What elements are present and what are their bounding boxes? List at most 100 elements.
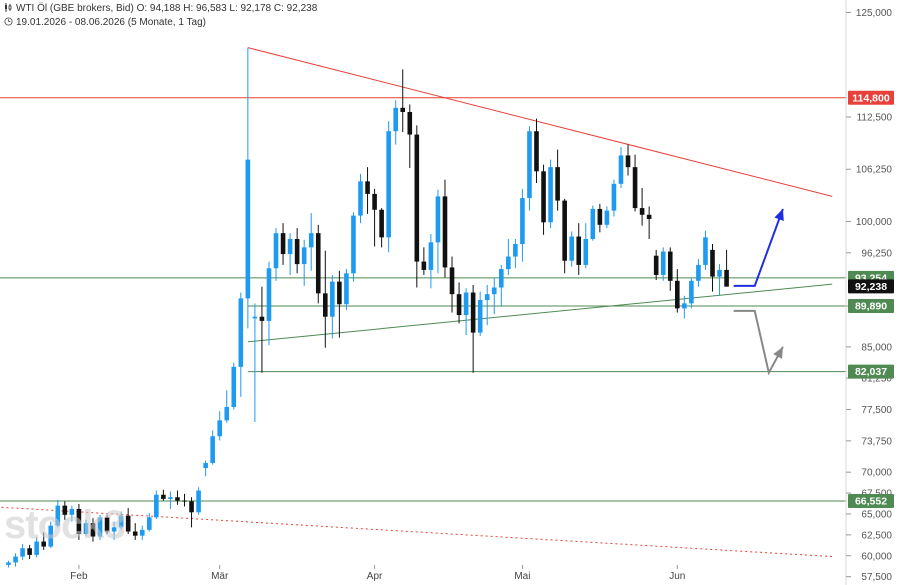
candle-body xyxy=(667,251,673,281)
candle xyxy=(231,362,237,410)
price-label: 82,037 xyxy=(848,364,894,379)
candle-body xyxy=(407,111,413,135)
candle xyxy=(724,249,729,287)
candle xyxy=(449,256,455,313)
candle-body xyxy=(111,527,117,532)
candle xyxy=(675,269,680,313)
candle xyxy=(689,278,694,309)
candle xyxy=(372,188,377,247)
candle xyxy=(365,167,370,214)
candle xyxy=(62,501,68,520)
candle xyxy=(696,259,701,287)
candle-body xyxy=(660,251,666,275)
candle-body xyxy=(435,196,441,243)
candle-body xyxy=(548,167,553,223)
price-label: 92,238 xyxy=(848,279,894,294)
candle-body xyxy=(400,107,406,112)
candle xyxy=(569,231,574,267)
candle-body xyxy=(449,267,455,295)
candle xyxy=(154,490,159,519)
candle xyxy=(513,239,518,269)
candle xyxy=(555,149,560,211)
candle-body xyxy=(456,294,462,316)
price-label-bg xyxy=(848,364,894,379)
candle xyxy=(287,233,293,275)
candle-body xyxy=(90,523,96,537)
candle xyxy=(435,189,441,274)
x-tick-label: Feb xyxy=(70,571,88,582)
candle xyxy=(41,532,46,550)
candle xyxy=(224,390,230,423)
candle xyxy=(27,544,32,560)
candle xyxy=(280,223,286,265)
candle-body xyxy=(48,525,54,547)
candle-body xyxy=(442,196,448,268)
candle-body xyxy=(625,155,631,168)
candle xyxy=(632,154,638,212)
y-tick-label: 70,000 xyxy=(861,468,892,479)
price-label-text: 114,800 xyxy=(852,92,890,104)
candle-body xyxy=(266,268,272,321)
candle-body xyxy=(6,562,11,565)
candle-body xyxy=(379,209,384,238)
candle xyxy=(97,514,103,540)
candle-body xyxy=(323,293,328,317)
candle-body xyxy=(196,490,201,513)
candle xyxy=(20,544,25,560)
candle-body xyxy=(69,508,75,515)
price-label: 66,552 xyxy=(848,493,894,508)
candle-body xyxy=(583,239,589,265)
candle-body xyxy=(527,131,532,199)
candle-body xyxy=(611,183,617,211)
y-tick-label: 125,000 xyxy=(856,8,893,19)
candle-body xyxy=(365,181,370,194)
candle-body xyxy=(463,292,469,316)
candle-body xyxy=(154,494,159,518)
candle xyxy=(611,179,617,217)
candle xyxy=(484,284,490,326)
candle-body xyxy=(555,167,560,201)
candle xyxy=(682,295,687,319)
candle-body xyxy=(76,508,82,535)
candle-body xyxy=(386,131,391,238)
y-tick-label: 65,000 xyxy=(861,509,892,520)
candle-body xyxy=(675,280,680,309)
candle xyxy=(337,270,342,338)
candle xyxy=(83,519,89,536)
candle xyxy=(13,553,18,567)
candle-body xyxy=(132,531,138,536)
candle-body xyxy=(315,233,321,294)
candle-body xyxy=(499,269,504,288)
candle-body xyxy=(724,269,729,287)
candle-body xyxy=(118,515,124,528)
candle xyxy=(308,213,314,271)
watermark-logo: stock3 xyxy=(4,503,126,547)
x-axis[interactable]: Feb Mär Apr Mai Jun xyxy=(70,565,685,582)
candle-body xyxy=(41,541,46,547)
candle xyxy=(301,239,307,286)
candle-body xyxy=(653,255,659,275)
candle-body xyxy=(477,300,483,333)
candle xyxy=(646,206,652,240)
candle xyxy=(6,560,11,568)
candle-body xyxy=(414,134,420,262)
candle-body xyxy=(330,281,335,317)
candle xyxy=(266,261,272,346)
candle-body xyxy=(273,233,279,269)
candle-body xyxy=(175,497,180,501)
candle xyxy=(703,230,708,270)
candle xyxy=(400,69,406,133)
candle-body xyxy=(717,269,722,277)
candle xyxy=(48,521,54,549)
candle xyxy=(548,159,553,229)
candle xyxy=(477,291,483,336)
candle xyxy=(245,47,251,329)
trendline-1 xyxy=(247,283,833,343)
candle xyxy=(139,525,145,540)
candle-body xyxy=(337,281,342,305)
candle-body xyxy=(97,517,103,537)
candle xyxy=(562,198,567,274)
candle xyxy=(414,125,420,288)
candle-body xyxy=(259,316,265,321)
